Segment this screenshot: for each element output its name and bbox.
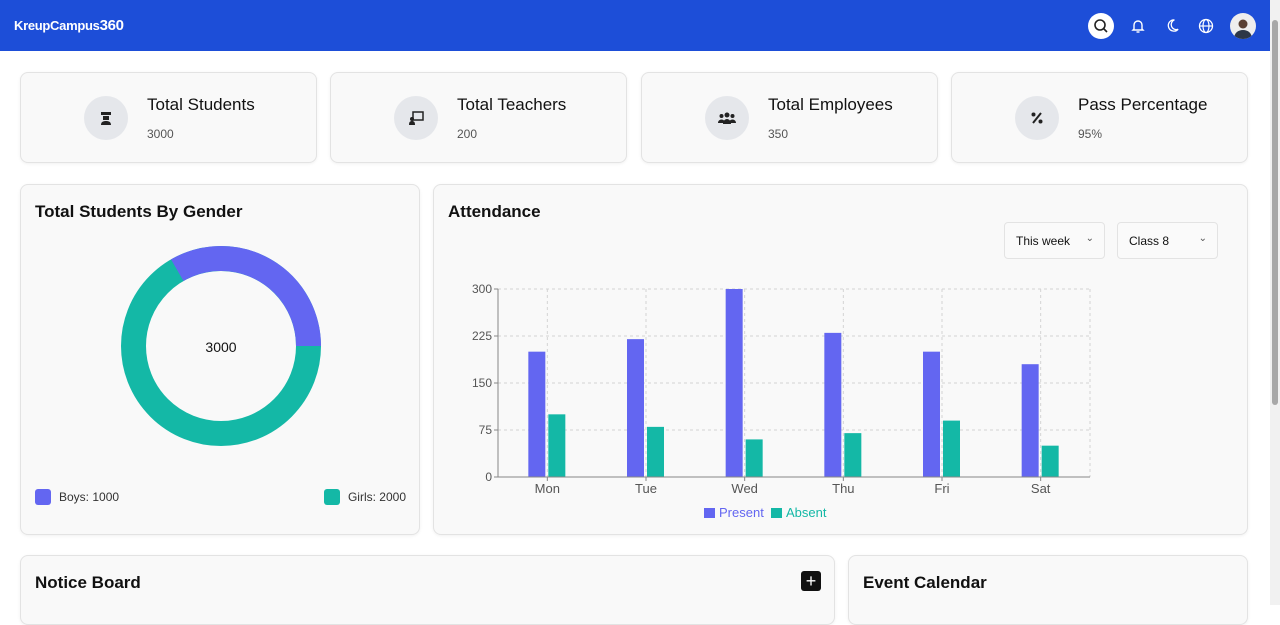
bar-present[interactable] [923, 351, 940, 477]
legend-label-boys: Boys: 1000 [59, 490, 120, 504]
legend-boys[interactable]: Boys: 1000 [35, 489, 119, 505]
stat-card-pass-percentage: Pass Percentage 95% [951, 72, 1248, 163]
donut-center-total: 3000 [205, 339, 237, 355]
period-select[interactable]: This week ⌄ [1004, 222, 1105, 259]
teacher-board-icon [394, 96, 438, 140]
period-select-value: This week [1016, 233, 1071, 248]
chevron-down-icon: ⌄ [1198, 233, 1207, 244]
legend-label-absent[interactable]: Absent [786, 505, 827, 520]
gender-card: Total Students By Gender 3000 Boys: 1000… [20, 184, 420, 535]
x-tick-label: Mon [535, 481, 560, 496]
stat-value: 95% [1078, 127, 1103, 141]
graduate-icon [84, 96, 128, 140]
stat-card-teachers: Total Teachers 200 [330, 72, 627, 163]
attendance-card: Attendance This week ⌄ Class 8 ⌄ 0 75 150 225… [433, 184, 1248, 535]
bell-icon[interactable] [1128, 16, 1148, 36]
y-tick-label: 150 [472, 376, 492, 390]
stat-label: Pass Percentage [1078, 95, 1208, 114]
legend-label-girls: Girls: 2000 [347, 490, 406, 504]
bar-absent[interactable] [647, 426, 664, 477]
logo[interactable]: KreupCampus360 [14, 17, 124, 34]
bar-absent[interactable] [844, 433, 862, 477]
x-tick-label: Thu [832, 481, 854, 496]
gender-donut-chart [121, 246, 321, 446]
stat-label: Total Teachers [457, 95, 567, 114]
logo-text: KreupCampus [14, 18, 100, 33]
y-tick-label: 0 [485, 470, 492, 484]
y-tick-label: 225 [472, 329, 492, 343]
scrollbar[interactable] [1270, 0, 1280, 605]
bar-absent[interactable] [745, 439, 763, 477]
legend-label-present[interactable]: Present [719, 505, 764, 520]
x-tick-label: Wed [731, 481, 758, 496]
event-calendar-card: Event Calendar [848, 555, 1248, 625]
notice-board-title: Notice Board [35, 573, 141, 592]
chevron-down-icon: ⌄ [1085, 233, 1094, 244]
globe-icon[interactable] [1196, 16, 1216, 36]
stat-value: 3000 [147, 127, 174, 141]
bar-present[interactable] [1021, 364, 1039, 477]
event-calendar-title: Event Calendar [863, 573, 987, 592]
users-icon [705, 96, 749, 140]
notice-board-card: Notice Board + [20, 555, 835, 625]
percent-icon [1015, 96, 1059, 140]
y-tick-label: 300 [472, 282, 492, 296]
avatar[interactable] [1230, 12, 1256, 39]
scrollbar-thumb[interactable] [1272, 20, 1278, 405]
x-tick-label: Sat [1031, 481, 1051, 496]
bar-present[interactable] [528, 351, 546, 477]
bar-present[interactable] [824, 332, 842, 477]
search-icon[interactable] [1088, 12, 1114, 39]
class-select-value: Class 8 [1129, 233, 1170, 248]
legend-swatch-girls [323, 489, 340, 505]
moon-icon[interactable] [1162, 16, 1182, 36]
stat-value: 350 [768, 127, 789, 141]
bar-absent[interactable] [1041, 445, 1059, 477]
class-select[interactable]: Class 8 ⌄ [1117, 222, 1218, 259]
stat-value: 200 [457, 127, 478, 141]
donut-slice-boys[interactable] [171, 246, 321, 347]
attendance-bar-chart: 0 75 150 225 300 Mon Tue Wed Thu Fri Sat Present Abs… [472, 282, 1091, 520]
bar-absent[interactable] [943, 420, 960, 477]
stat-label: Total Students [147, 95, 255, 114]
top-navbar: KreupCampus360 [0, 0, 1270, 51]
gender-card-title: Total Students By Gender [35, 202, 243, 221]
attendance-title: Attendance [448, 202, 541, 221]
bar-present[interactable] [627, 339, 644, 477]
x-tick-label: Fri [934, 481, 949, 496]
y-tick-label: 75 [479, 423, 493, 437]
legend-swatch-boys [35, 489, 51, 505]
bar-present[interactable] [725, 289, 743, 477]
legend-girls[interactable]: Girls: 2000 [323, 489, 406, 505]
stat-card-employees: Total Employees 350 [641, 72, 938, 163]
stat-label: Total Employees [768, 95, 893, 114]
logo-suffix: 360 [99, 17, 124, 34]
add-notice-button[interactable]: + [801, 571, 821, 591]
stat-card-students: Total Students 3000 [20, 72, 317, 163]
bar-absent[interactable] [548, 414, 566, 477]
x-tick-label: Tue [635, 481, 657, 496]
legend-swatch-present [704, 508, 715, 518]
legend-swatch-absent [771, 508, 782, 518]
